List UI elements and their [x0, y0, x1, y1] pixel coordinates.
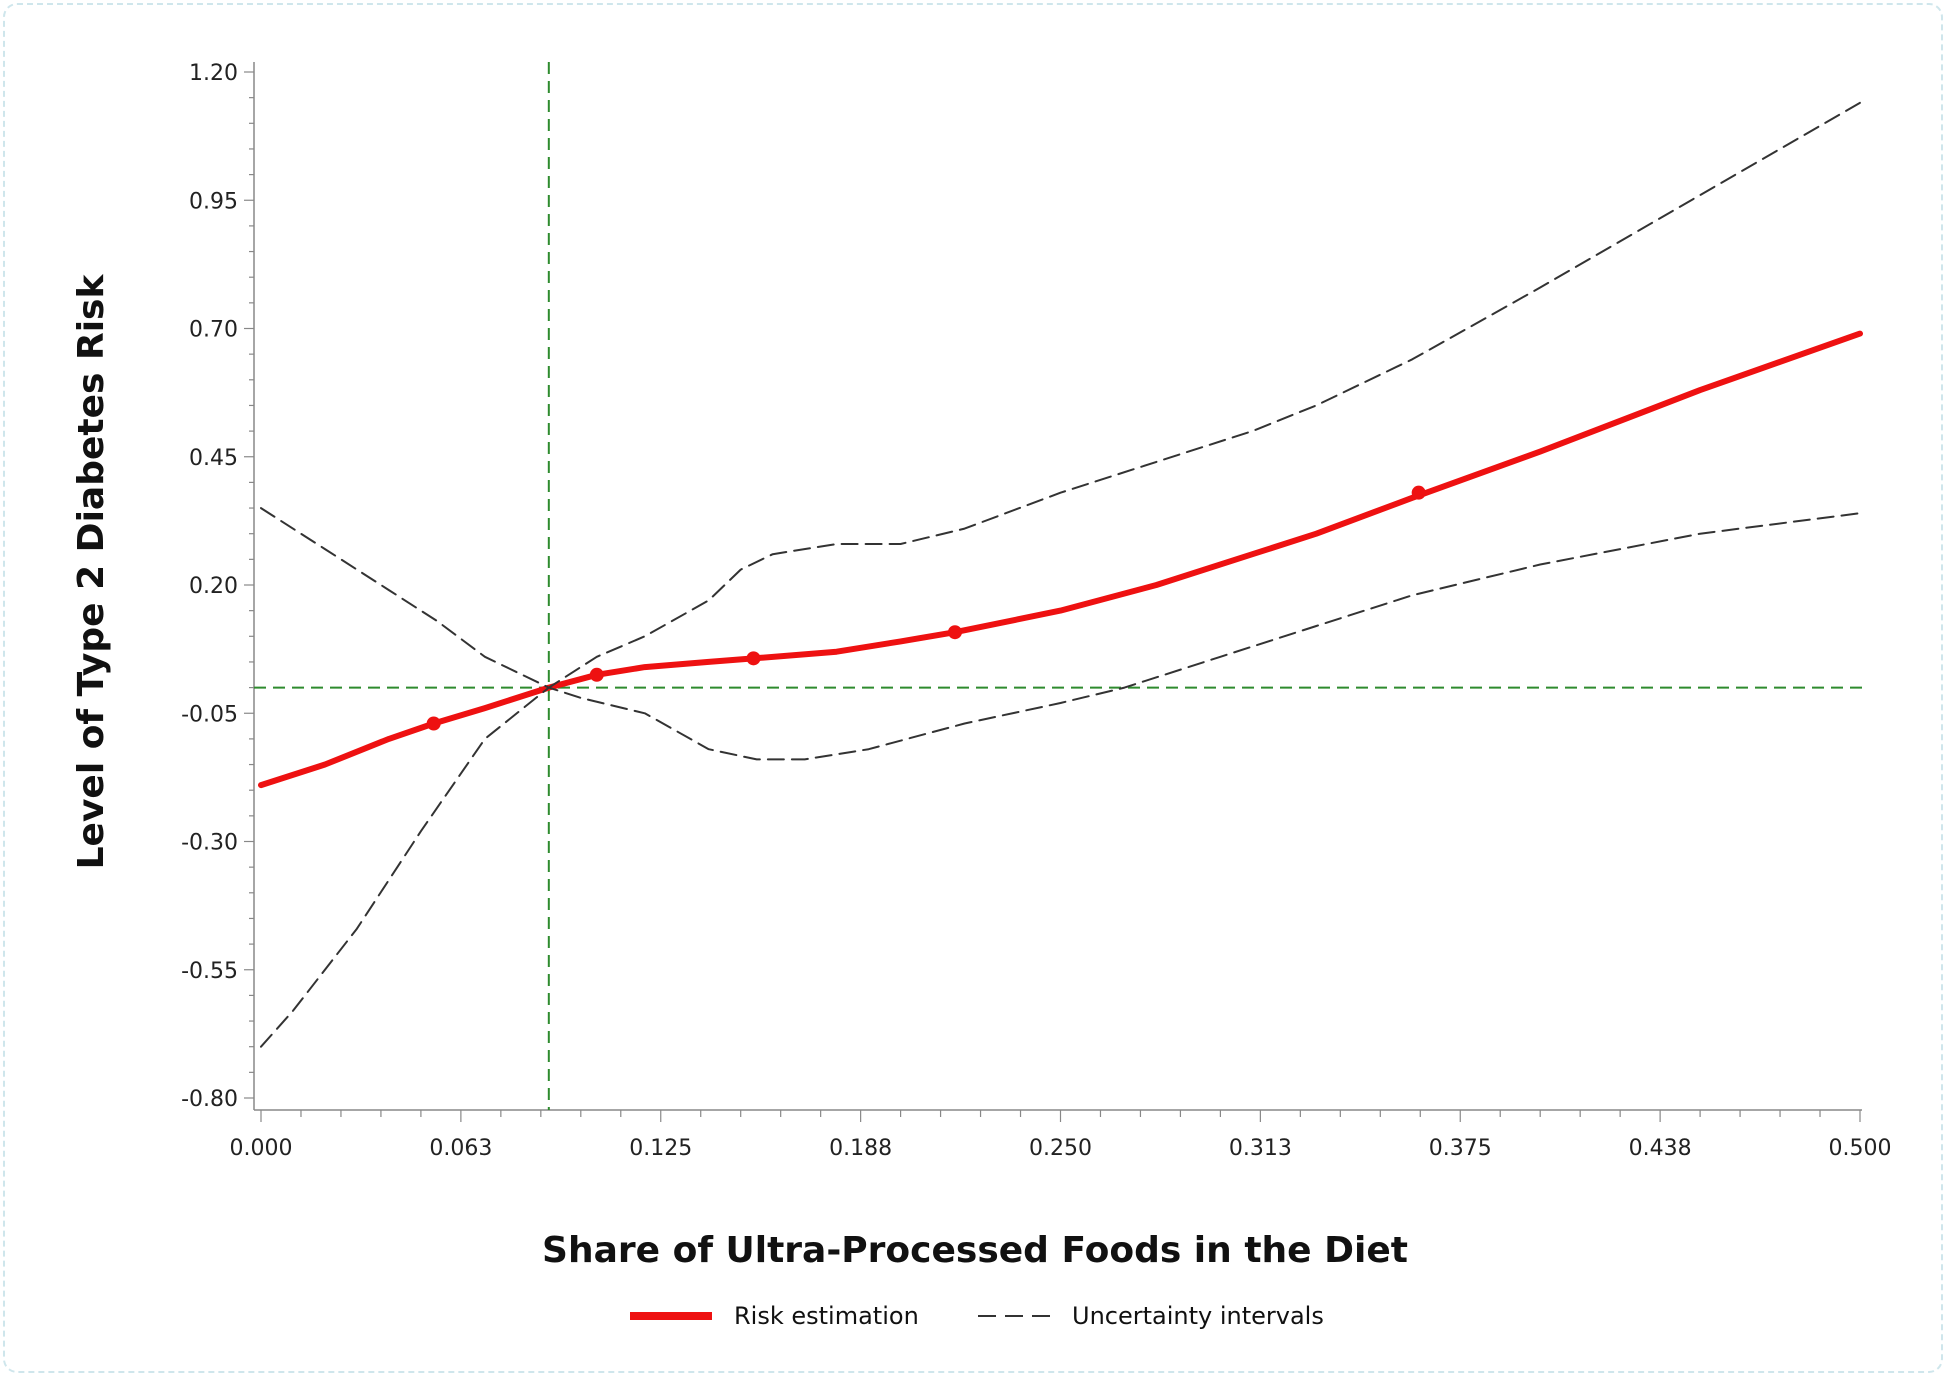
x-tick-label: 0.375 — [1429, 1136, 1492, 1161]
risk-marker — [746, 651, 761, 666]
lower-uncertainty-line — [260, 512, 1861, 1048]
x-tick-label: 0.188 — [829, 1136, 892, 1161]
y-tick-label: -0.55 — [181, 959, 238, 984]
x-tick-label: 0.125 — [629, 1136, 692, 1161]
y-axis-title: Level of Type 2 Diabetes Risk — [71, 274, 112, 870]
x-axis-title: Share of Ultra-Processed Foods in the Di… — [542, 1230, 1408, 1271]
y-tick-label: 0.20 — [189, 574, 238, 599]
legend-label-uncertainty-intervals: Uncertainty intervals — [1072, 1302, 1324, 1330]
risk-marker — [426, 716, 441, 731]
x-tick-label: 0.250 — [1029, 1136, 1092, 1161]
y-tick-label: 0.45 — [189, 446, 238, 471]
risk-marker — [947, 625, 962, 640]
y-tick-label: -0.05 — [181, 702, 238, 727]
marker-group — [426, 485, 1426, 731]
reference-lines — [254, 62, 1862, 1110]
chart-frame — [3, 3, 1943, 1373]
legend-label-risk-estimation: Risk estimation — [734, 1302, 919, 1330]
x-tick-label: 0.000 — [230, 1136, 293, 1161]
y-tick-label: 0.95 — [189, 189, 238, 214]
risk-marker — [1411, 485, 1426, 500]
series-group — [258, 101, 1863, 1048]
legend: Risk estimation Uncertainty intervals — [630, 1302, 1324, 1330]
x-tick-label: 0.063 — [429, 1136, 492, 1161]
risk-estimation-line — [258, 330, 1863, 789]
y-tick-label: 1.20 — [189, 61, 238, 86]
upper-uncertainty-line — [260, 101, 1861, 689]
y-tick-label: -0.30 — [181, 831, 238, 856]
x-tick-label: 0.313 — [1229, 1136, 1292, 1161]
y-tick-label: 0.70 — [189, 318, 238, 343]
y-tick-label: -0.80 — [181, 1087, 238, 1112]
x-tick-label: 0.438 — [1629, 1136, 1692, 1161]
axes: 1.20 0.95 0.70 0.45 0.20 -0.05 -0.30 -0.55 -0.80… — [181, 61, 1891, 1161]
risk-marker — [589, 667, 604, 682]
x-tick-label: 0.500 — [1829, 1136, 1892, 1161]
